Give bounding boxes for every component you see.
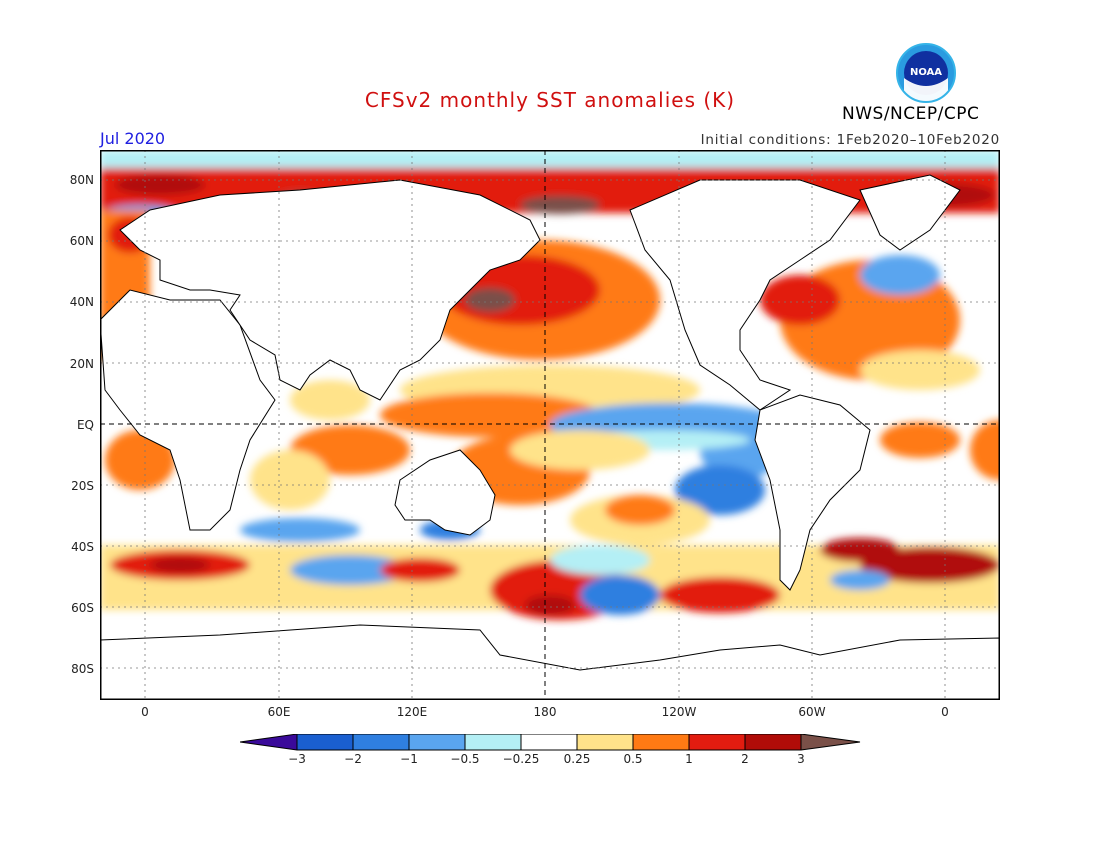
- colorbar-seg-1: [297, 734, 353, 750]
- continents: [100, 174, 1000, 700]
- agency-label: NWS/NCEP/CPC: [842, 104, 980, 124]
- y-label-60n: 60N: [69, 234, 94, 248]
- sst-anomaly-map: [100, 150, 1000, 700]
- south-america: [754, 394, 871, 591]
- initial-conditions: Initial conditions: 1Feb2020–10Feb2020: [700, 132, 1000, 148]
- y-label-60s: 60S: [71, 601, 94, 615]
- colorbar-seg-10: [801, 734, 860, 750]
- arctic-cool-band: [100, 150, 1000, 168]
- africa: [100, 289, 276, 531]
- colorbar-label-neg3: −3: [288, 752, 306, 766]
- colorbar: [240, 734, 861, 751]
- forecast-month: Jul 2020: [100, 129, 166, 148]
- colorbar-label-neg025: −0.25: [502, 752, 540, 766]
- logo-text: NOAA: [910, 67, 942, 78]
- x-label-60e: 60E: [267, 705, 291, 719]
- colorbar-seg-4: [465, 734, 521, 750]
- north-america: [629, 179, 861, 411]
- equator-dateline: [100, 150, 1000, 700]
- colorbar-label-3: 3: [797, 752, 805, 766]
- colorbar-label-neg1: −1: [400, 752, 418, 766]
- eurasia: [119, 179, 541, 401]
- colorbar-seg-0: [240, 734, 297, 750]
- graticule: [100, 150, 1000, 700]
- chart-title: CFSv2 monthly SST anomalies (K): [364, 88, 736, 112]
- x-label-0: 0: [141, 705, 149, 719]
- x-label-120w: 120W: [661, 705, 697, 719]
- y-label-80n: 80N: [69, 173, 94, 187]
- y-label-20n: 20N: [69, 357, 94, 371]
- y-label-80s: 80S: [71, 662, 94, 676]
- y-label-40s: 40S: [71, 540, 94, 554]
- colorbar-seg-7: [633, 734, 689, 750]
- y-label-eq: EQ: [76, 418, 94, 432]
- colorbar-seg-8: [689, 734, 745, 750]
- colorbar-label-neg05: −0.5: [450, 752, 480, 766]
- x-label-180: 180: [533, 705, 557, 719]
- colorbar-seg-6: [577, 734, 633, 750]
- x-label-60w: 60W: [798, 705, 826, 719]
- colorbar-label-neg2: −2: [344, 752, 362, 766]
- colorbar-label-025: 0.25: [563, 752, 591, 766]
- noaa-logo: NOAA: [896, 43, 956, 103]
- colorbar-label-2: 2: [741, 752, 749, 766]
- australia: [394, 449, 496, 536]
- colorbar-seg-2: [353, 734, 409, 750]
- y-label-40n: 40N: [69, 295, 94, 309]
- antarctica: [100, 624, 1000, 700]
- greenland: [859, 174, 961, 251]
- y-label-20s: 20S: [71, 479, 94, 493]
- colorbar-seg-3: [409, 734, 465, 750]
- colorbar-label-05: 0.5: [623, 752, 643, 766]
- colorbar-label-1: 1: [685, 752, 693, 766]
- x-label-120e: 120E: [396, 705, 428, 719]
- x-label-0-east: 0: [941, 705, 949, 719]
- map-frame: [100, 150, 1000, 700]
- colorbar-seg-5: [521, 734, 577, 750]
- colorbar-seg-9: [745, 734, 801, 750]
